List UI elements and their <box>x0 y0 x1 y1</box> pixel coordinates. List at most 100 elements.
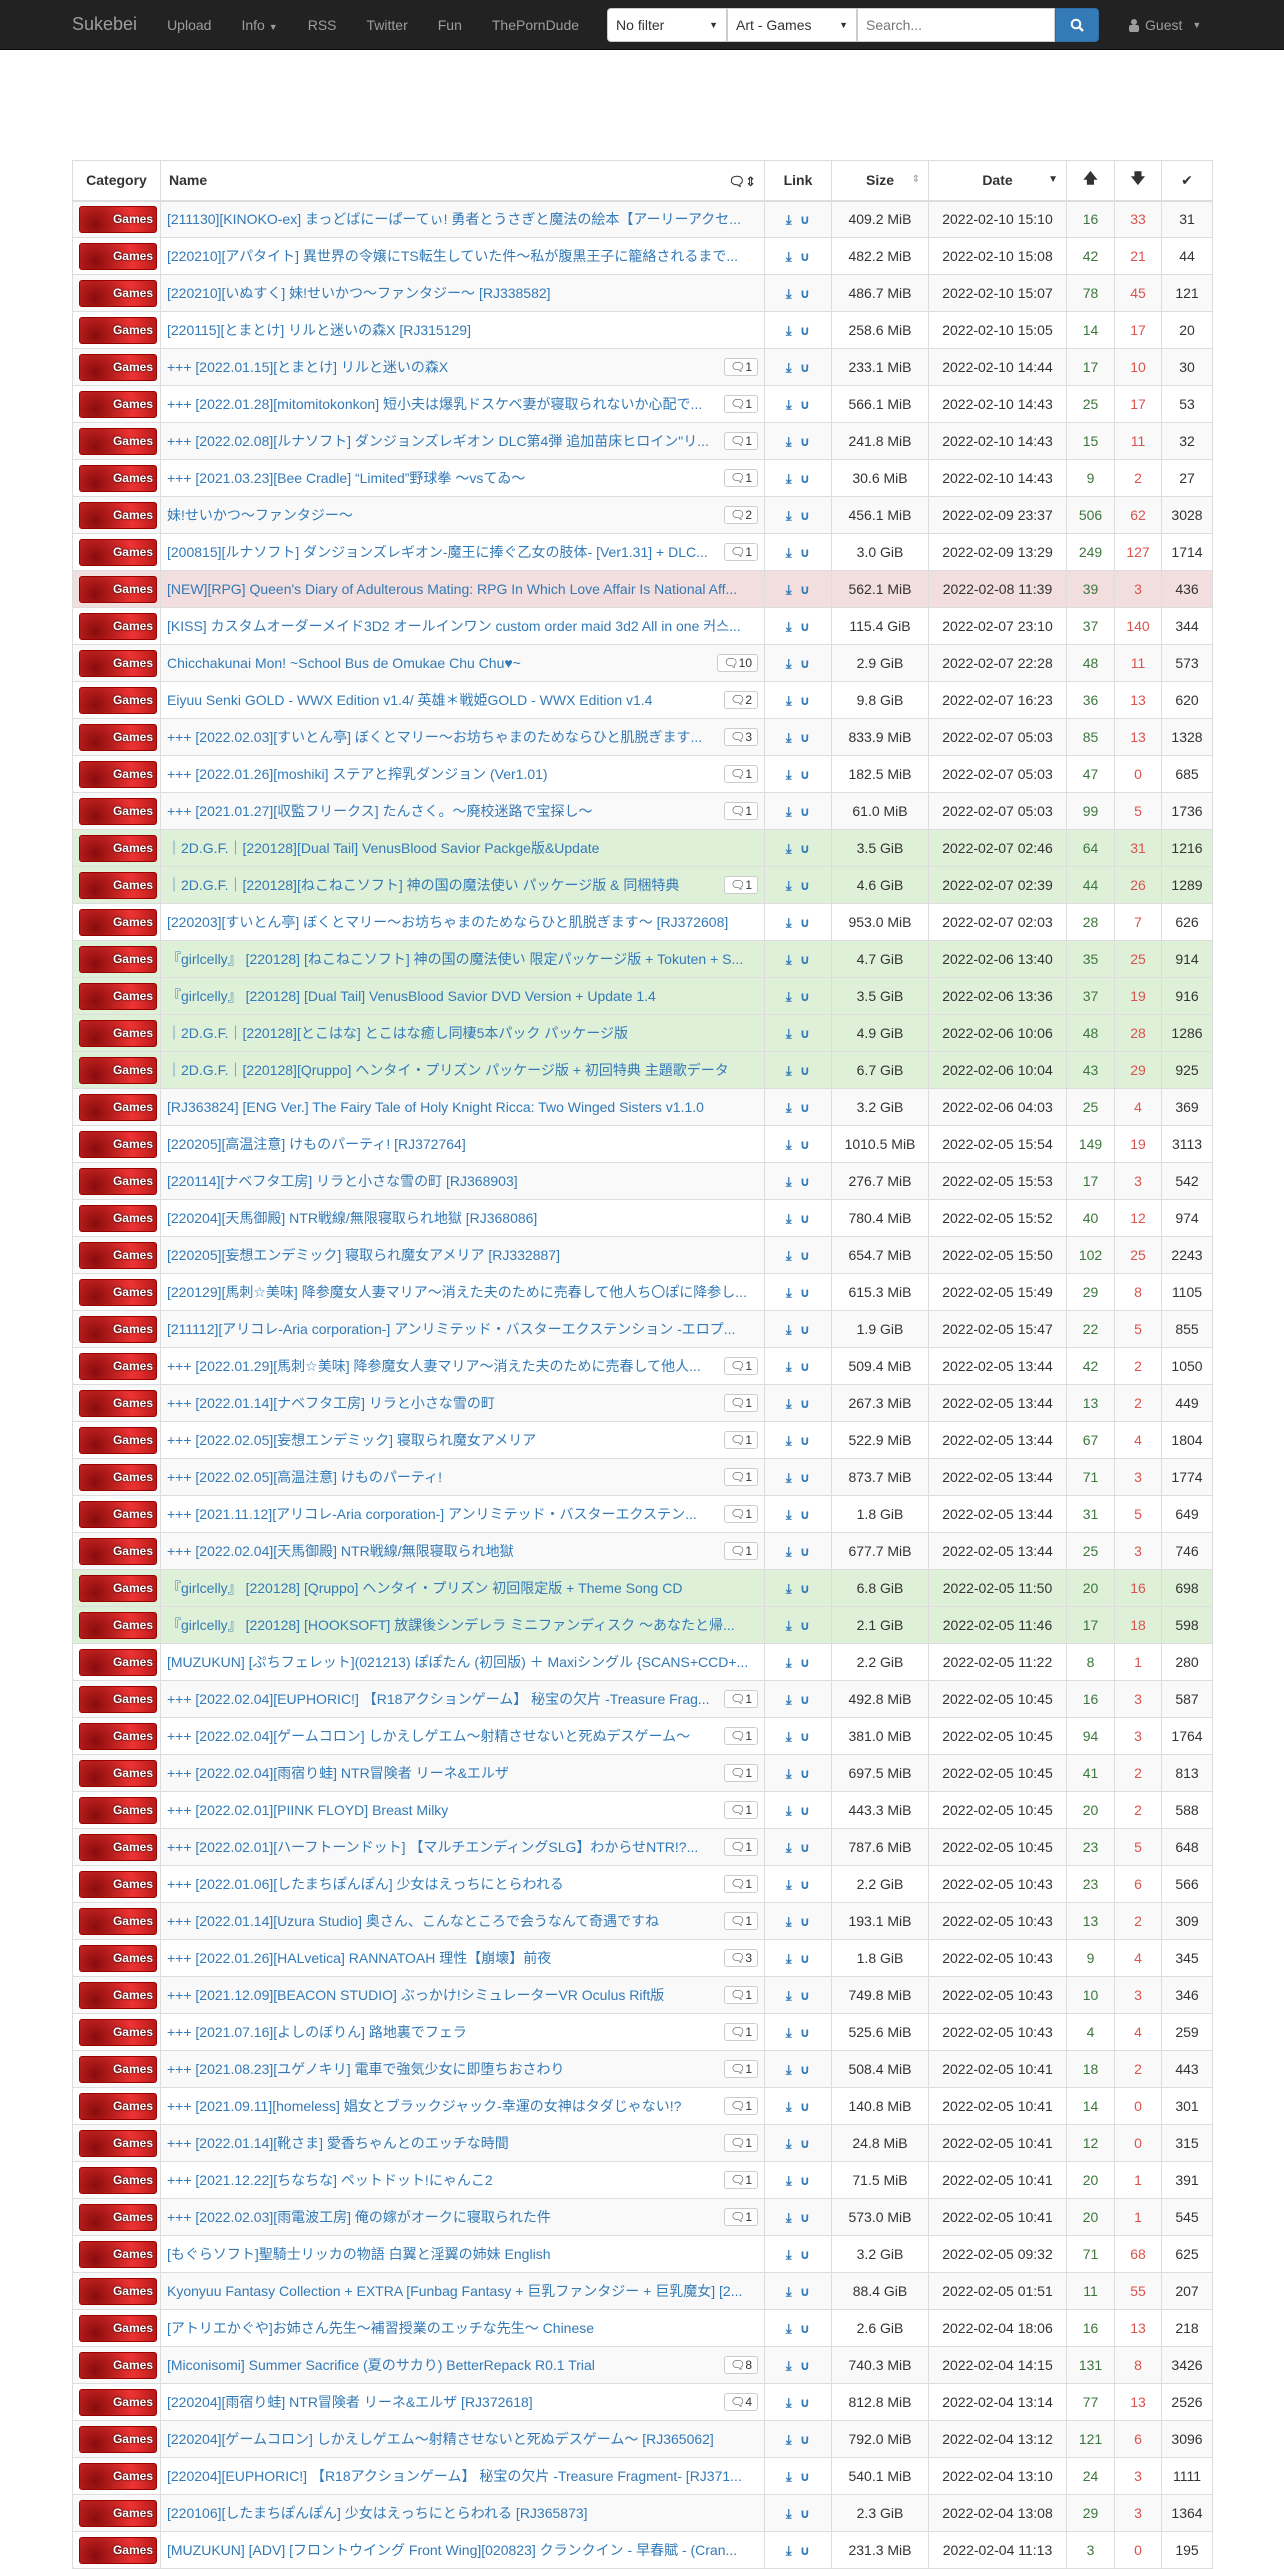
comments-badge[interactable]: 🗨2 <box>724 506 758 524</box>
torrent-title-link[interactable]: [NEW][RPG] Queen's Diary of Adulterous M… <box>167 581 738 597</box>
category-badge[interactable]: Games <box>79 982 157 1010</box>
comments-badge[interactable]: 🗨1 <box>724 1394 758 1412</box>
magnet-icon[interactable]: ∪ <box>799 2135 811 2151</box>
category-badge[interactable]: Games <box>79 945 157 973</box>
torrent-title-link[interactable]: ｜2D.G.F.｜[220128][ねこねこソフト] 神の国の魔法使い パッケー… <box>167 877 680 893</box>
torrent-title-link[interactable]: [220210][いぬすく] 妹!せいかつ～ファンタジー～ [RJ338582] <box>167 285 551 301</box>
nav-info[interactable]: Info ▼ <box>241 17 277 33</box>
torrent-title-link[interactable]: [MUZUKUN] [ぷちフェレット](021213) ぽぽたん (初回版) ＋… <box>167 1654 749 1670</box>
category-badge[interactable]: Games <box>79 1463 157 1491</box>
torrent-title-link[interactable]: [200815][ルナソフト] ダンジョンズレギオン-魔王に捧ぐ乙女の肢体- [… <box>167 544 708 560</box>
category-badge[interactable]: Games <box>79 2129 157 2157</box>
torrent-title-link[interactable]: Chicchakunai Mon! ~School Bus de Omukae … <box>167 655 521 671</box>
magnet-icon[interactable]: ∪ <box>799 1173 811 1189</box>
download-icon[interactable]: ⤓ <box>785 2320 792 2336</box>
magnet-icon[interactable]: ∪ <box>799 211 811 227</box>
comments-badge[interactable]: 🗨1 <box>724 2023 758 2041</box>
download-icon[interactable]: ⤓ <box>785 322 792 338</box>
download-icon[interactable]: ⤓ <box>785 1358 792 1374</box>
comments-badge[interactable]: 🗨1 <box>724 1542 758 1560</box>
magnet-icon[interactable]: ∪ <box>799 470 811 486</box>
download-icon[interactable]: ⤓ <box>785 1284 792 1300</box>
comments-badge[interactable]: 🗨1 <box>724 2171 758 2189</box>
category-badge[interactable]: Games <box>79 649 157 677</box>
category-badge[interactable]: Games <box>79 2277 157 2305</box>
torrent-title-link[interactable]: Kyonyuu Fantasy Collection + EXTRA [Funb… <box>167 2283 743 2299</box>
category-badge[interactable]: Games <box>79 1907 157 1935</box>
comments-badge[interactable]: 🗨1 <box>724 1875 758 1893</box>
magnet-icon[interactable]: ∪ <box>799 2246 811 2262</box>
torrent-title-link[interactable]: [220204][ゲームコロン] しかえしゲエム～射精させないと死ぬデスゲーム～… <box>167 2431 714 2447</box>
download-icon[interactable]: ⤓ <box>785 2394 792 2410</box>
magnet-icon[interactable]: ∪ <box>799 2357 811 2373</box>
download-icon[interactable]: ⤓ <box>785 2209 792 2225</box>
magnet-icon[interactable]: ∪ <box>799 2505 811 2521</box>
download-icon[interactable]: ⤓ <box>785 840 792 856</box>
magnet-icon[interactable]: ∪ <box>799 2098 811 2114</box>
download-icon[interactable]: ⤓ <box>785 1469 792 1485</box>
category-badge[interactable]: Games <box>79 1685 157 1713</box>
torrent-title-link[interactable]: +++ [2021.08.23][ユゲノキリ] 電車で強気少女に即堕ちおさわり <box>167 2061 565 2077</box>
category-badge[interactable]: Games <box>79 1130 157 1158</box>
torrent-title-link[interactable]: [220210][アパタイト] 異世界の令嬢にTS転生していた件～私が腹黒王子に… <box>167 248 739 264</box>
download-icon[interactable]: ⤓ <box>785 1691 792 1707</box>
category-badge[interactable]: Games <box>79 1093 157 1121</box>
comments-badge[interactable]: 🗨1 <box>724 1690 758 1708</box>
torrent-title-link[interactable]: +++ [2022.01.26][moshiki] ステアと搾乳ダンジョン (V… <box>167 766 548 782</box>
magnet-icon[interactable]: ∪ <box>799 1765 811 1781</box>
comments-badge[interactable]: 🗨1 <box>724 358 758 376</box>
download-icon[interactable]: ⤓ <box>785 2061 792 2077</box>
download-icon[interactable]: ⤓ <box>785 1025 792 1041</box>
header-size[interactable]: Size ⇕ <box>831 160 929 202</box>
torrent-title-link[interactable]: +++ [2021.07.16][よしのぼりん] 路地裏でフェラ <box>167 2024 467 2040</box>
download-icon[interactable]: ⤓ <box>785 396 792 412</box>
magnet-icon[interactable]: ∪ <box>799 1950 811 1966</box>
category-badge[interactable]: Games <box>79 1426 157 1454</box>
torrent-title-link[interactable]: [211112][アリコレ-Aria corporation-] アンリミテッド… <box>167 1321 736 1337</box>
download-icon[interactable]: ⤓ <box>785 951 792 967</box>
torrent-title-link[interactable]: +++ [2022.01.14][ナベフタ工房] リラと小さな雪の町 <box>167 1395 495 1411</box>
category-badge[interactable]: Games <box>79 2536 157 2564</box>
magnet-icon[interactable]: ∪ <box>799 1913 811 1929</box>
magnet-icon[interactable]: ∪ <box>799 729 811 745</box>
download-icon[interactable]: ⤓ <box>785 1876 792 1892</box>
magnet-icon[interactable]: ∪ <box>799 1654 811 1670</box>
magnet-icon[interactable]: ∪ <box>799 1210 811 1226</box>
category-badge[interactable]: Games <box>79 797 157 825</box>
comments-badge[interactable]: 🗨2 <box>724 691 758 709</box>
category-badge[interactable]: Games <box>79 1352 157 1380</box>
magnet-icon[interactable]: ∪ <box>799 285 811 301</box>
magnet-icon[interactable]: ∪ <box>799 1691 811 1707</box>
torrent-title-link[interactable]: +++ [2022.01.28][mitomitokonkon] 短小夫は爆乳ド… <box>167 396 703 412</box>
torrent-title-link[interactable]: 『girlcelly』 [220128] [HOOKSOFT] 放課後シンデレラ… <box>167 1617 735 1633</box>
download-icon[interactable]: ⤓ <box>785 1654 792 1670</box>
category-badge[interactable]: Games <box>79 2388 157 2416</box>
download-icon[interactable]: ⤓ <box>785 1247 792 1263</box>
header-completed[interactable]: ✔ <box>1161 160 1213 202</box>
category-badge[interactable]: Games <box>79 1167 157 1195</box>
magnet-icon[interactable]: ∪ <box>799 840 811 856</box>
category-badge[interactable]: Games <box>79 464 157 492</box>
category-badge[interactable]: Games <box>79 1389 157 1417</box>
category-badge[interactable]: Games <box>79 1019 157 1047</box>
torrent-title-link[interactable]: [Miconisomi] Summer Sacrifice (夏のサカり) Be… <box>167 2357 595 2373</box>
comments-badge[interactable]: 🗨1 <box>724 469 758 487</box>
comments-badge[interactable]: 🗨1 <box>724 1357 758 1375</box>
category-badge[interactable]: Games <box>79 1537 157 1565</box>
comments-badge[interactable]: 🗨1 <box>724 543 758 561</box>
search-button[interactable] <box>1055 7 1100 42</box>
download-icon[interactable]: ⤓ <box>785 433 792 449</box>
category-badge[interactable]: Games <box>79 1278 157 1306</box>
comments-badge[interactable]: 🗨1 <box>724 432 758 450</box>
download-icon[interactable]: ⤓ <box>785 1062 792 1078</box>
torrent-title-link[interactable]: +++ [2022.02.01][PIINK FLOYD] Breast Mil… <box>167 1802 449 1818</box>
torrent-title-link[interactable]: [RJ363824] [ENG Ver.] The Fairy Tale of … <box>167 1099 704 1115</box>
torrent-title-link[interactable]: +++ [2021.12.09][BEACON STUDIO] ぶっかけ!シミュ… <box>167 1987 665 2003</box>
comments-badge[interactable]: 🗨1 <box>724 1727 758 1745</box>
category-badge[interactable]: Games <box>79 686 157 714</box>
magnet-icon[interactable]: ∪ <box>799 1432 811 1448</box>
torrent-title-link[interactable]: 『girlcelly』 [220128] [ねこねこソフト] 神の国の魔法使い … <box>167 951 744 967</box>
magnet-icon[interactable]: ∪ <box>799 1358 811 1374</box>
download-icon[interactable]: ⤓ <box>785 211 792 227</box>
category-badge[interactable]: Games <box>79 390 157 418</box>
